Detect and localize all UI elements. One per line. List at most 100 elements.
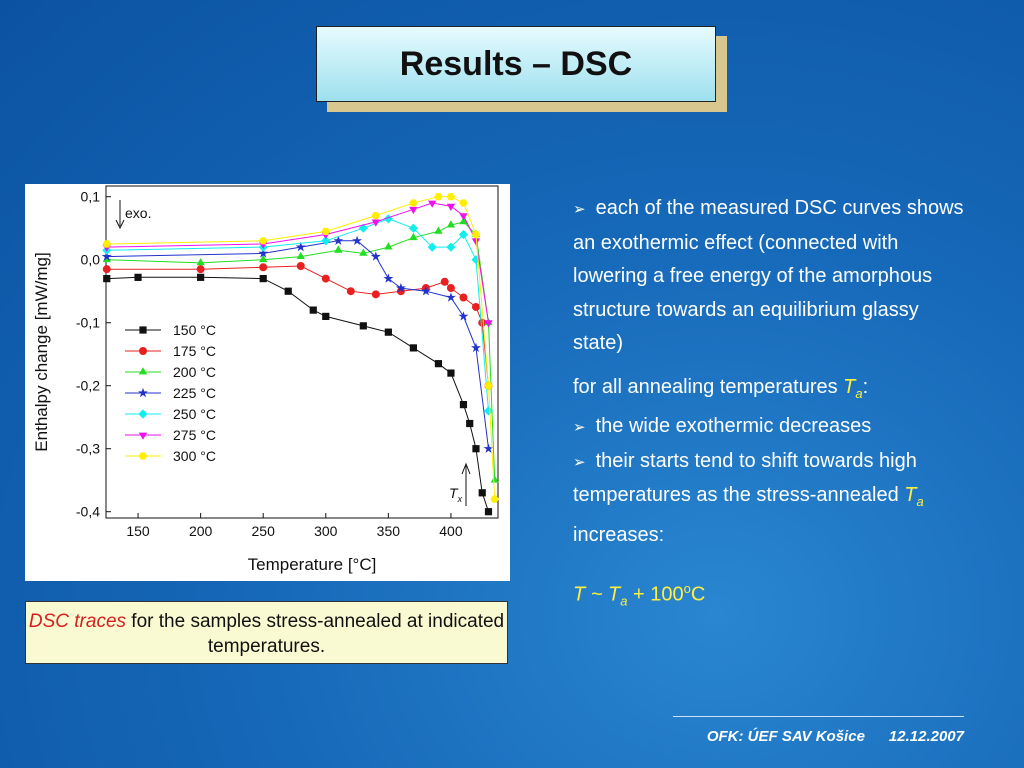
bullet-text: their starts tend to shift towards high … [573, 449, 917, 507]
caption-highlight: DSC traces [28, 611, 127, 632]
superscript: o [683, 581, 691, 596]
intro: for all annealing temperatures Ta: [573, 371, 973, 411]
title: Results – DSC [316, 26, 716, 102]
legend-label: 225 °C [173, 385, 216, 401]
marker [395, 282, 406, 293]
marker [466, 419, 474, 428]
formula-prefix: T ~ [573, 583, 609, 606]
body: ➢ each of the measured DSC curves shows a… [573, 192, 973, 618]
marker [352, 235, 362, 245]
x-tick-label: 150 [126, 523, 150, 539]
y-tick-label: -0,3 [76, 441, 100, 457]
marker [284, 287, 292, 295]
marker [446, 284, 455, 293]
marker [446, 203, 456, 211]
marker [259, 237, 268, 245]
marker [409, 206, 418, 215]
subscript: a [620, 593, 628, 609]
marker [321, 236, 331, 246]
marker [359, 248, 368, 256]
marker [434, 360, 443, 368]
marker [484, 320, 493, 328]
marker [490, 495, 499, 503]
footer: OFK: ÚEF SAV Košice 12.12.2007 [673, 728, 964, 745]
bullet-text: each of the measured DSC curves shows an… [573, 197, 964, 354]
marker [334, 245, 343, 253]
y-tick-label: -0,1 [76, 315, 100, 331]
legend-marker [138, 432, 148, 440]
marker [459, 401, 468, 409]
legend-marker [138, 452, 148, 460]
legend-label: 200 °C [173, 364, 216, 380]
marker [471, 238, 481, 246]
legend-marker [139, 347, 147, 355]
marker [459, 213, 468, 221]
marker [359, 322, 367, 330]
y-tick-label: 0,1 [81, 189, 101, 205]
suffix: increases: [573, 523, 665, 546]
marker [471, 230, 481, 239]
series-line [106, 265, 489, 386]
series-line [106, 240, 489, 449]
marker [490, 475, 499, 483]
marker [446, 220, 456, 228]
annotation: exo. [125, 205, 151, 221]
x-tick-label: 300 [314, 523, 338, 539]
marker [321, 227, 330, 235]
marker [459, 199, 468, 207]
marker [434, 193, 443, 201]
marker [409, 232, 418, 241]
footer-date: 12.12.2007 [888, 728, 964, 745]
bullet-icon: ➢ [573, 418, 586, 436]
marker [103, 275, 111, 283]
legend-label: 150 °C [173, 322, 216, 338]
marker [440, 277, 449, 286]
series-line [106, 202, 489, 323]
marker [259, 275, 267, 283]
intro-text: for all annealing temperatures [573, 375, 844, 398]
marker [459, 217, 468, 225]
bullet: ➢ the wide exothermic decreases [573, 410, 973, 445]
marker [321, 274, 330, 283]
marker [322, 312, 330, 321]
subscript: a [855, 385, 863, 401]
marker [459, 293, 468, 302]
legend-marker [139, 326, 147, 334]
marker [484, 508, 493, 516]
caption-text: for the samples stress-annealed at indic… [126, 611, 505, 657]
series-line [106, 221, 496, 481]
marker [484, 382, 493, 390]
marker [472, 445, 480, 453]
marker [309, 306, 317, 314]
footer-rule [673, 716, 964, 717]
marker [383, 273, 394, 283]
subscript: a [916, 494, 924, 509]
x-axis-label: Temperature [°C] [248, 555, 377, 574]
caption: DSC traces for the samples stress-anneal… [25, 601, 508, 664]
marker [427, 242, 437, 252]
legend-marker [138, 367, 148, 375]
marker [446, 292, 456, 302]
symbol: T [904, 484, 917, 506]
plot-frame [105, 185, 499, 519]
footer-org: OFK: ÚEF SAV Košice [706, 728, 865, 745]
marker [346, 287, 355, 296]
x-tick-label: 200 [189, 523, 213, 539]
symbol: T [843, 375, 856, 398]
suffix: : [862, 375, 869, 398]
exo-arrowhead [115, 219, 125, 230]
marker [295, 241, 306, 252]
formula-text: + 100 [627, 583, 684, 606]
unit: C [690, 583, 706, 606]
marker [446, 242, 456, 252]
x-tick-label: 350 [377, 523, 401, 539]
marker [370, 251, 381, 261]
marker [371, 290, 380, 299]
marker [471, 302, 480, 311]
marker [384, 242, 393, 250]
marker [446, 193, 456, 201]
marker [296, 251, 305, 259]
marker [409, 344, 417, 352]
bullet-icon: ➢ [573, 452, 586, 471]
